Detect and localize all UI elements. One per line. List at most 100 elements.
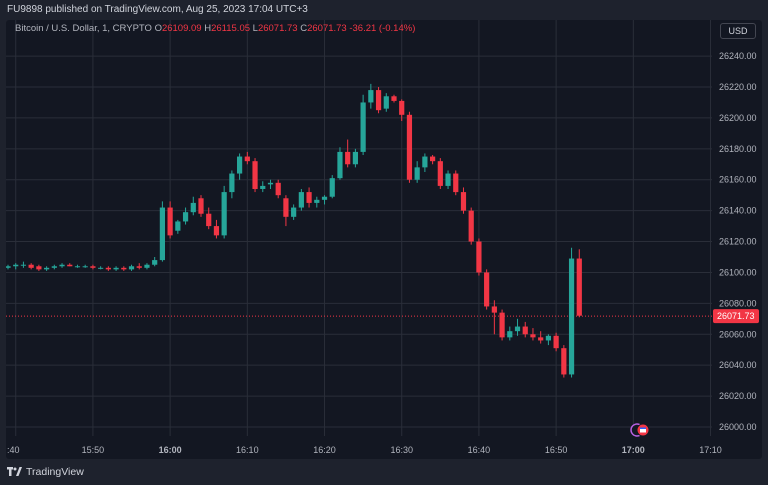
candle (136, 263, 142, 270)
candle-body (522, 326, 528, 335)
candle (59, 263, 65, 268)
candle (399, 99, 405, 121)
candle (522, 321, 528, 338)
candle-body (221, 192, 227, 236)
candlestick-chart[interactable]: 26000.00 26020.00 26040.00 26060.00 26080.00… (6, 20, 762, 459)
candle-body (337, 151, 343, 179)
tradingview-brand[interactable]: TradingView (7, 466, 84, 478)
candle (267, 179, 274, 189)
candle-body (383, 96, 389, 109)
chart-frame[interactable]: 26000.00 26020.00 26040.00 26060.00 26080.00… (6, 20, 762, 459)
candle (283, 195, 289, 227)
candle (159, 201, 165, 262)
price-axis[interactable]: 26000.00 26020.00 26040.00 26060.00 26080.00… (719, 51, 757, 432)
candle-body (360, 102, 366, 152)
candle-body (321, 196, 328, 200)
candle-body (291, 207, 297, 217)
candle (345, 139, 351, 168)
candle-body (20, 264, 27, 266)
open-value: 26109.09 (161, 23, 202, 34)
candle (306, 187, 312, 208)
candle (538, 331, 544, 344)
time-axis[interactable]: :40 15:50 16:00 16:10 16:20 16:30 16:40 16:50 17… (7, 445, 722, 455)
candle-body (391, 96, 397, 101)
candle-body (44, 267, 50, 270)
candle-body (229, 173, 235, 193)
candle (82, 264, 88, 268)
candle-body (553, 335, 559, 349)
footer-bar: TradingView (0, 459, 768, 485)
low-label: L (252, 23, 258, 34)
candle (383, 93, 389, 112)
candle-body (6, 266, 11, 268)
candle (476, 238, 482, 276)
candle (576, 249, 582, 318)
candle (237, 153, 243, 180)
candle-body (190, 202, 196, 213)
time-tick-label: 16:10 (236, 445, 259, 455)
candle-body (260, 185, 266, 189)
candle (198, 195, 204, 217)
time-tick-label: 16:40 (468, 445, 491, 455)
candle-body (406, 114, 413, 180)
candle (221, 185, 227, 239)
currency-button[interactable]: USD (720, 23, 756, 39)
price-tick-label: 26220.00 (719, 82, 757, 92)
candle-body (306, 192, 312, 203)
candle (182, 207, 189, 225)
candle (105, 266, 111, 271)
candle (213, 219, 220, 239)
candle-body (90, 266, 96, 268)
candle (6, 264, 11, 270)
price-tick-label: 26200.00 (719, 113, 757, 123)
candle-body (167, 207, 173, 236)
candle (484, 269, 490, 310)
candle-body (198, 198, 204, 214)
candle (90, 264, 96, 270)
candle (568, 247, 575, 378)
time-tick-label: 17:00 (622, 445, 645, 455)
candle (414, 161, 420, 183)
candle (67, 263, 73, 267)
candle-body (445, 173, 451, 186)
candle (113, 266, 119, 271)
candle-body (213, 226, 220, 236)
candle (28, 263, 34, 270)
candle (391, 94, 397, 103)
candle (499, 309, 505, 341)
candle-body (538, 337, 544, 341)
high-label: H (204, 23, 212, 34)
price-tick-label: 26000.00 (719, 422, 757, 432)
flag-event-icon[interactable] (630, 423, 650, 437)
candle-body (82, 266, 88, 268)
candle (375, 87, 382, 114)
candle-body (568, 258, 575, 375)
candle-body (476, 241, 482, 273)
candle-body (468, 210, 474, 242)
time-tick-label: 16:30 (390, 445, 413, 455)
price-tick-label: 26240.00 (719, 51, 757, 61)
candle-body (175, 221, 181, 231)
candle-body (267, 182, 274, 185)
last-price-label: 26071.73 (717, 311, 755, 321)
candle-body (144, 264, 150, 268)
candle (229, 170, 235, 199)
candle-body (182, 212, 189, 222)
candle-body (507, 331, 513, 338)
candle-body (105, 267, 111, 270)
price-tick-label: 26140.00 (719, 206, 757, 216)
candle-body (128, 266, 135, 270)
candle-body (28, 264, 34, 268)
price-tick-label: 26100.00 (719, 267, 757, 277)
candle-body (329, 178, 335, 197)
candle (206, 207, 212, 230)
candle-body (414, 167, 420, 180)
candle (430, 155, 436, 165)
candle (337, 147, 343, 180)
chart-legend: Bitcoin / U.S. Dollar, 1, CRYPTO O26109.… (15, 23, 415, 34)
candle-body (460, 192, 467, 211)
candle (360, 94, 366, 155)
candle (437, 158, 443, 189)
candle-body (98, 267, 104, 269)
price-tick-label: 26060.00 (719, 329, 757, 339)
